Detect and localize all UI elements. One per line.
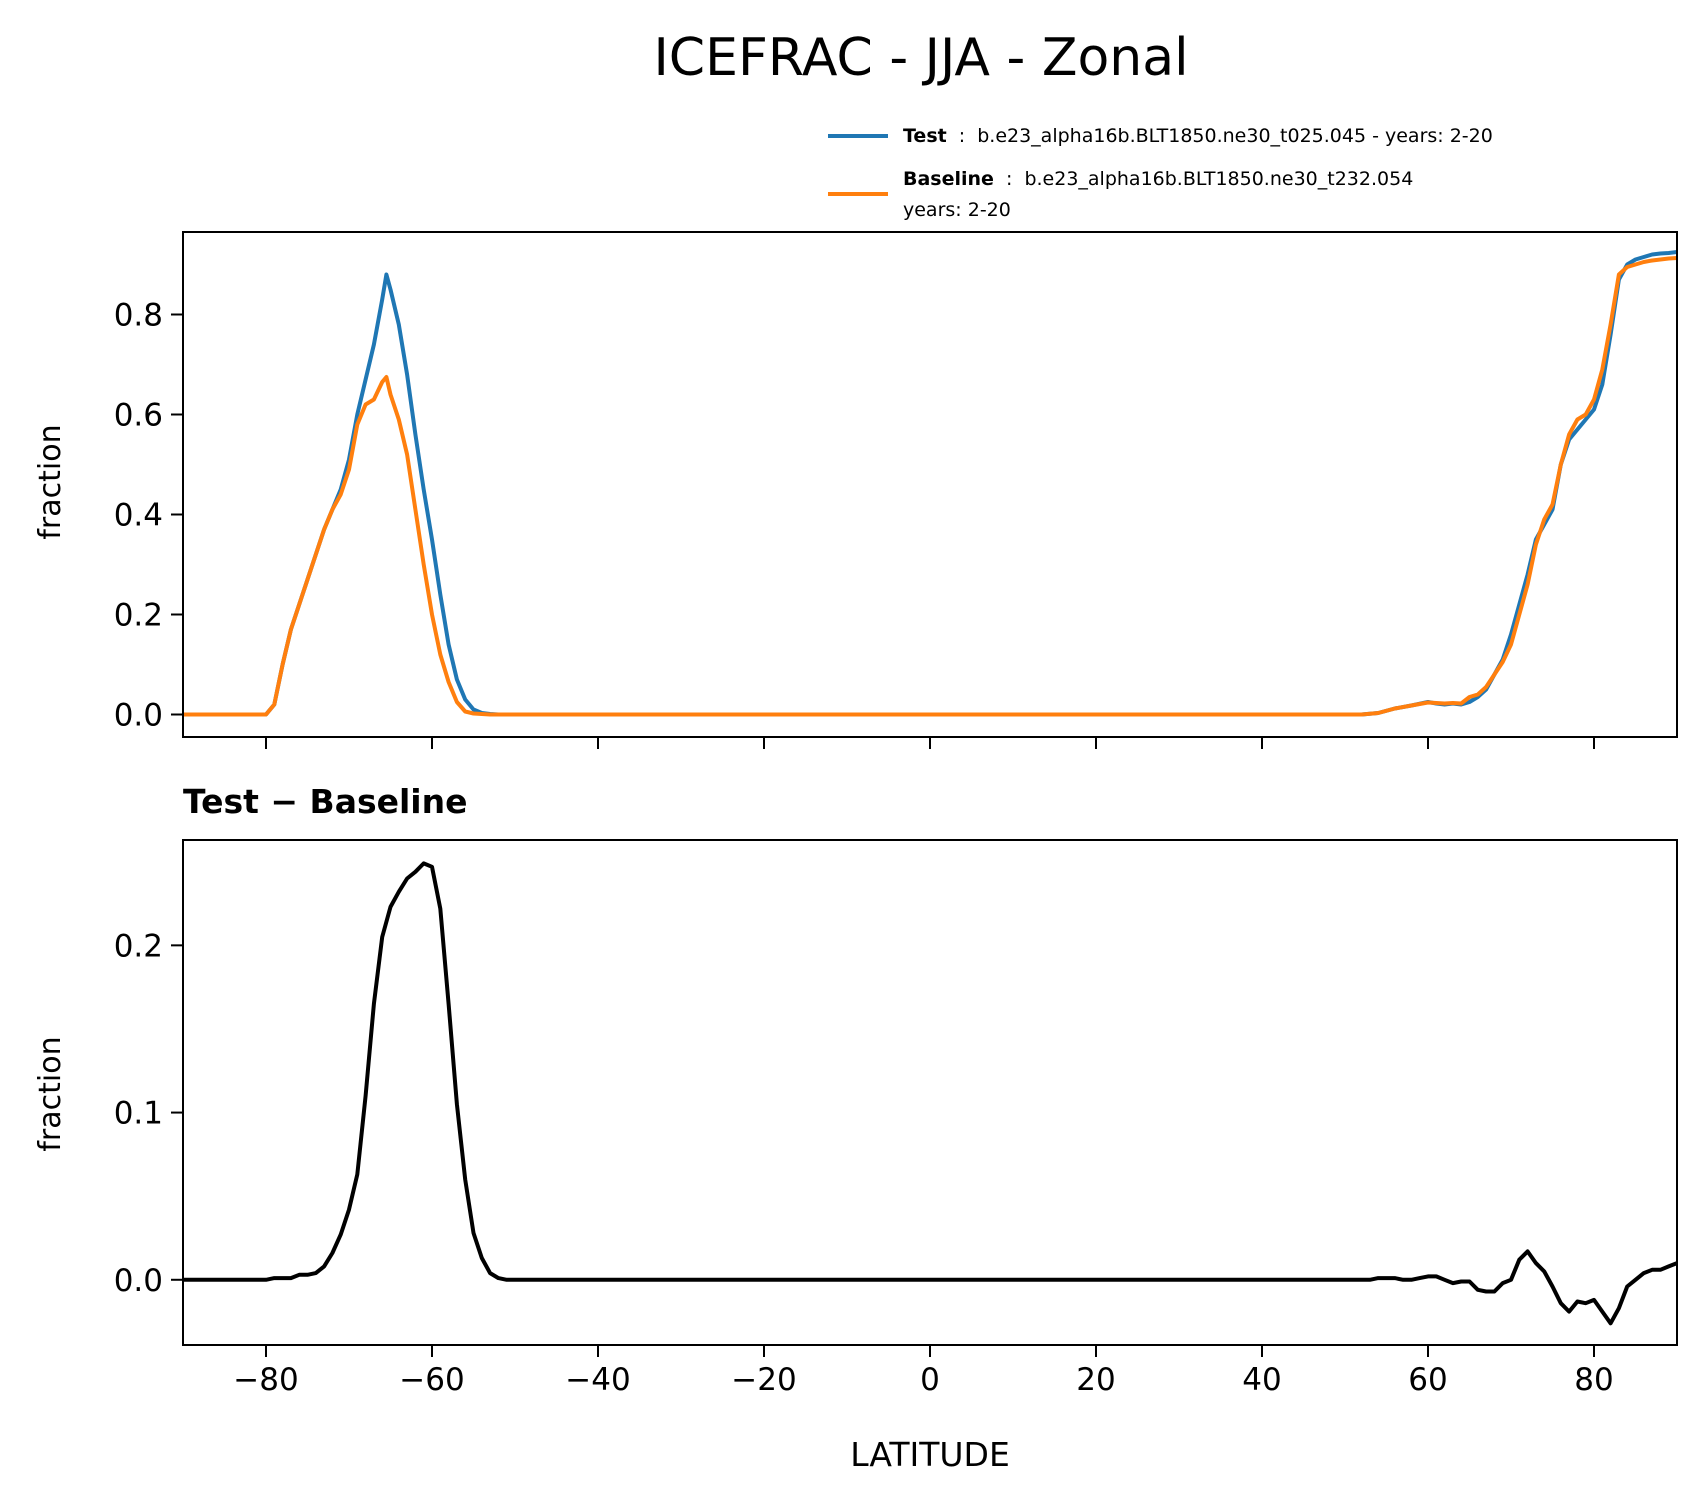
top-y-axis-label: fraction [33, 424, 68, 539]
legend-baseline-sep: : [1006, 168, 1012, 190]
y-tick-label: 0.8 [114, 298, 163, 334]
bottom-ticks: −80 −60 −40 −20 0 20 40 60 80 0.0 0.1 0.2 [114, 928, 1614, 1398]
y-tick-label: 0.2 [114, 928, 163, 964]
bottom-series [183, 861, 1678, 1326]
legend-test-name: Test [903, 125, 947, 147]
bottom-axes-frame [182, 839, 1678, 1346]
y-tick-label: 0.0 [114, 1263, 163, 1299]
x-tick-label: −40 [565, 1362, 630, 1398]
x-tick-label: 20 [1076, 1362, 1115, 1398]
x-tick-label: −60 [399, 1362, 464, 1398]
series-line-test [183, 250, 1678, 717]
legend-baseline-label: Baseline : b.e23_alpha16b.BLT1850.ne30_t… [903, 168, 1413, 190]
legend: Test : b.e23_alpha16b.BLT1850.ne30_t025.… [828, 125, 1493, 221]
legend-baseline-name: Baseline [903, 168, 994, 190]
series-line-baseline [183, 256, 1678, 717]
y-tick-label: 0.2 [114, 598, 163, 634]
bottom-panel: Test − Baseline fraction LATITUDE −80 −60… [33, 782, 1678, 1474]
y-tick-label: 0.6 [114, 398, 163, 434]
x-tick-label: 0 [920, 1362, 940, 1398]
x-tick-label: −20 [731, 1362, 796, 1398]
x-tick-label: −80 [233, 1362, 298, 1398]
top-panel: fraction 0.0 0.2 0.4 0.6 0.8 [33, 231, 1678, 749]
y-tick-label: 0.4 [114, 498, 163, 534]
series-line-test-baseline [183, 861, 1678, 1326]
x-axis-label: LATITUDE [850, 1435, 1010, 1474]
y-tick-label: 0.1 [114, 1096, 163, 1132]
legend-test-label: Test : b.e23_alpha16b.BLT1850.ne30_t025.… [903, 125, 1493, 147]
legend-test-sep: : [959, 125, 965, 147]
top-series [183, 250, 1678, 717]
bottom-panel-title: Test − Baseline [183, 782, 468, 821]
legend-test-desc: b.e23_alpha16b.BLT1850.ne30_t025.045 - y… [977, 125, 1493, 147]
figure-title: ICEFRAC - JJA - Zonal [653, 28, 1188, 88]
legend-baseline-years: years: 2-20 [903, 199, 1011, 221]
legend-baseline-desc: b.e23_alpha16b.BLT1850.ne30_t232.054 [1024, 168, 1413, 190]
x-tick-label: 80 [1574, 1362, 1613, 1398]
top-ticks: 0.0 0.2 0.4 0.6 0.8 [114, 298, 1595, 749]
x-tick-label: 40 [1242, 1362, 1281, 1398]
x-tick-label: 60 [1408, 1362, 1447, 1398]
bottom-y-axis-label: fraction [33, 1036, 68, 1151]
y-tick-label: 0.0 [114, 698, 163, 734]
top-axes-frame [182, 231, 1678, 738]
